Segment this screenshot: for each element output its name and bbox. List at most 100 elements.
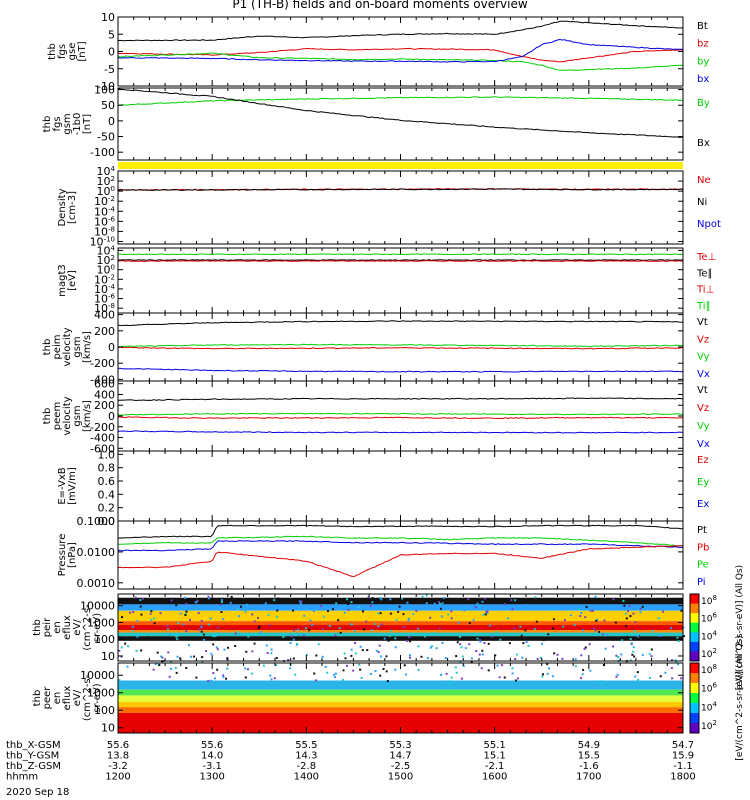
- y-tick-label: 0.0100: [77, 546, 116, 559]
- footer-value: -2.1: [485, 761, 505, 772]
- footer-value: 14.3: [295, 751, 317, 762]
- legend-Vz: Vz: [697, 334, 709, 345]
- panel-frame: [117, 247, 684, 314]
- y-tick-label: -50: [97, 131, 115, 144]
- colorbar-segment: [690, 613, 699, 624]
- plot-title: P1 (TH-B) fields and on-board moments ov…: [232, 0, 528, 11]
- y-tick-label: -10: [97, 80, 115, 93]
- y-tick-label: 400: [94, 309, 115, 322]
- y-axis-label: eV/: [72, 619, 83, 636]
- legend-Bt: Bt: [697, 21, 708, 32]
- y-axis-label: gsm: [62, 113, 73, 134]
- y-axis-label: eflux: [62, 686, 73, 711]
- y-axis-label: gsm: [72, 405, 83, 426]
- y-axis-label: E=-VxB: [57, 467, 68, 504]
- footer-value: 15.5: [578, 751, 600, 762]
- y-axis-label: [mV/m]: [67, 467, 78, 505]
- colorbar-segment: [690, 663, 699, 674]
- y-tick-label: 400: [94, 388, 115, 401]
- colorbar-label: [eV/(cm^2-s-sr-eV)] (All Qs): [735, 565, 745, 690]
- y-tick-label: 0.0: [98, 515, 116, 528]
- series-Bx: [117, 88, 684, 138]
- y-tick-label: -200: [90, 357, 115, 370]
- y-tick-label: 0: [108, 341, 115, 354]
- y-axis-label: en: [52, 621, 63, 634]
- footer-row-label: thb_Z-GSM: [6, 761, 61, 772]
- footer-value: 14.7: [389, 751, 411, 762]
- series-Vy: [117, 412, 684, 416]
- legend-Ne: Ne: [697, 175, 711, 186]
- legend-Ti∥: Ti∥: [696, 301, 711, 312]
- colorbar-segment: [690, 713, 699, 724]
- series-Pt: [117, 524, 684, 539]
- footer-value: 1400: [294, 772, 319, 783]
- series-Bt: [117, 20, 684, 42]
- y-axis-label: [nT]: [82, 114, 93, 134]
- legend-Vx: Vx: [697, 369, 710, 380]
- panel-efield: 1.00.80.60.40.20.0 E=-VxB [mV/m] Ez Ey Ex: [57, 448, 709, 528]
- colorbar-tick-label: 108: [701, 663, 717, 676]
- series-bx: [117, 38, 684, 63]
- y-axis-label: thb: [42, 339, 53, 356]
- y-tick-label: 100: [97, 264, 115, 277]
- y-axis-label: sr-eV): [92, 683, 103, 712]
- y-tick-label: 0: [108, 410, 115, 423]
- colorbar-tick-label: 102: [701, 647, 717, 660]
- legend-Ex: Ex: [697, 499, 709, 510]
- panel-fgs-gse: 10 5 0 -5 -10 thb fgs gse [nT] Bt bz by bx: [47, 11, 709, 93]
- footer-value: -2.8: [297, 761, 317, 772]
- legend-Vy: Vy: [697, 421, 710, 432]
- y-tick-label: 1000: [87, 616, 115, 629]
- y-axis-label: eV/: [72, 689, 83, 706]
- legend-Vt: Vt: [697, 317, 708, 328]
- legend-Vy: Vy: [697, 352, 710, 363]
- legend-Pi: Pi: [697, 577, 706, 588]
- legend-Vz: Vz: [697, 403, 709, 414]
- y-tick-label: 5: [108, 28, 115, 41]
- y-axis-label: thb: [32, 690, 43, 707]
- y-axis-label: [nPa]: [67, 542, 78, 568]
- y-tick-label: 50: [101, 99, 115, 112]
- colorbar-segment: [690, 703, 699, 714]
- y-axis-label: peer: [42, 686, 53, 710]
- legend-Npot: Npot: [697, 219, 721, 230]
- y-axis-label: peem: [52, 402, 63, 430]
- y-tick-label: 0: [108, 46, 115, 59]
- y-axis-label: en: [52, 692, 63, 705]
- series-Vz: [117, 416, 684, 420]
- colorbar-segment: [690, 622, 699, 633]
- y-tick-label: 10: [101, 11, 115, 24]
- y-axis-label: Pressure: [57, 534, 68, 577]
- y-axis-label: -1b0: [72, 113, 83, 136]
- panel-frame: [117, 380, 684, 452]
- footer-value: 55.3: [389, 740, 411, 751]
- series-Pe: [118, 535, 684, 547]
- y-tick-label: 10: [101, 722, 115, 735]
- legend-By: By: [697, 98, 710, 109]
- panel-frame: [117, 170, 684, 245]
- y-axis-label: fgs: [57, 44, 68, 59]
- colorbar-tick-label: 104: [701, 700, 717, 713]
- series-Ti∥: [117, 253, 684, 256]
- footer-row-label: thb_X-GSM: [6, 740, 61, 751]
- y-axis-label: thb: [32, 619, 43, 636]
- y-axis-label: thb: [42, 408, 53, 425]
- colorbar-frame: [689, 593, 700, 662]
- y-axis-label: [cm-3]: [67, 191, 78, 224]
- y-axis-label: peim: [52, 334, 63, 359]
- spectrogram-band: [118, 632, 683, 637]
- legend-Ti⊥: Ti⊥: [696, 285, 714, 296]
- y-tick-label: -400: [90, 373, 115, 386]
- colorbar-segment: [690, 651, 699, 662]
- y-axis-label: eflux: [62, 615, 73, 640]
- legend-bx: bx: [697, 74, 709, 85]
- y-axis-label: fgs: [52, 116, 63, 131]
- spectrogram-band: [118, 610, 683, 622]
- panel-peim-velocity: 400 200 0 -200 -400 thb peim velocity gsm [km/s] V…: [42, 309, 710, 387]
- y-axis-label: gse: [67, 43, 78, 61]
- y-axis-label: [eV]: [67, 270, 78, 291]
- footer-value: 1500: [388, 772, 413, 783]
